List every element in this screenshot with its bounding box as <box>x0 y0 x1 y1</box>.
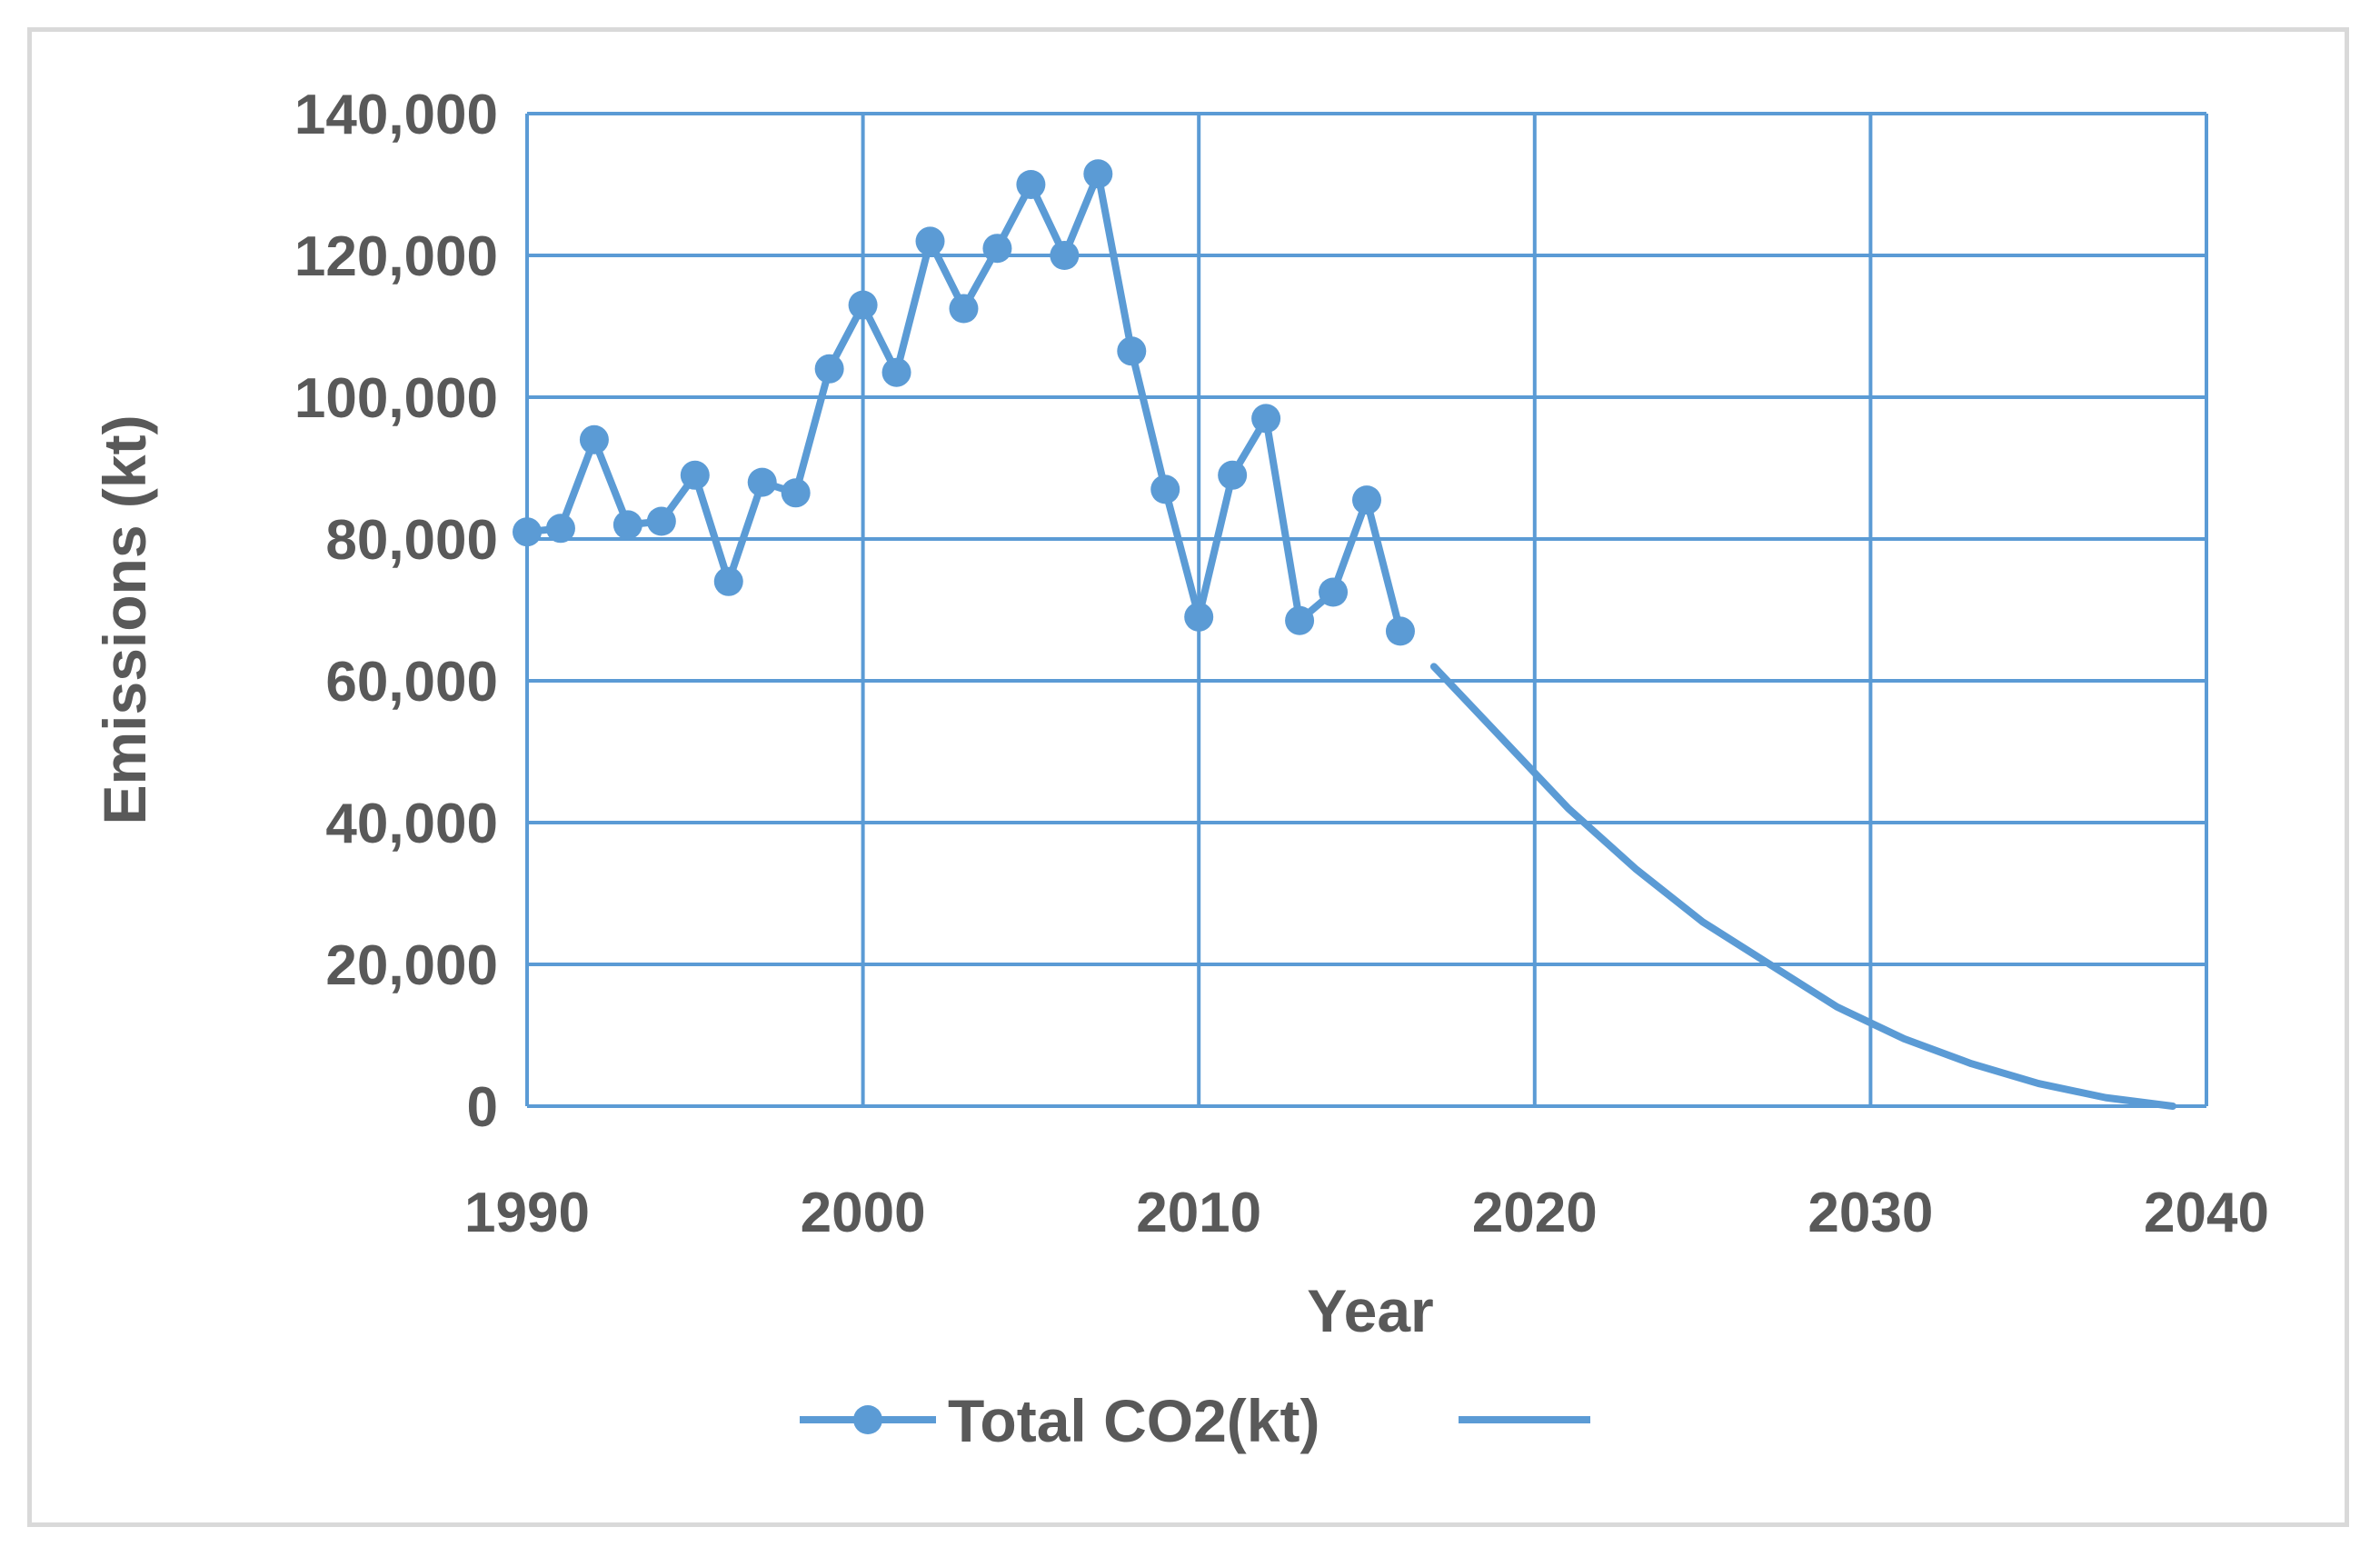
data-point <box>612 510 642 540</box>
y-axis-title: Emissions (kt) <box>91 414 158 824</box>
data-point <box>781 478 811 508</box>
legend: Total CO2(kt) <box>800 1387 1590 1454</box>
x-tick-label: 1990 <box>464 1182 590 1244</box>
data-point <box>1218 460 1248 490</box>
data-point <box>915 226 945 256</box>
y-tick-label: 40,000 <box>325 793 498 855</box>
y-tick-label: 60,000 <box>325 651 498 714</box>
y-tick-label: 100,000 <box>294 367 498 430</box>
data-point <box>513 517 542 547</box>
y-tick-label: 0 <box>467 1076 498 1139</box>
x-tick-label: 2000 <box>801 1182 926 1244</box>
data-point <box>848 290 878 320</box>
x-axis-title: Year <box>1307 1277 1433 1344</box>
x-tick-label: 2010 <box>1136 1182 1261 1244</box>
y-tick-label: 80,000 <box>325 509 498 572</box>
data-point <box>1251 404 1281 434</box>
x-tick-labels: 1990 2000 2010 2020 2030 2040 <box>464 1182 2269 1244</box>
x-tick-label: 2030 <box>1807 1182 1933 1244</box>
x-tick-label: 2020 <box>1472 1182 1598 1244</box>
data-point <box>1083 159 1113 189</box>
data-point <box>1150 474 1180 504</box>
series-layer <box>513 159 2177 1110</box>
data-point <box>1352 485 1381 515</box>
y-tick-label: 20,000 <box>325 934 498 997</box>
data-point <box>713 566 743 596</box>
data-point <box>545 514 575 544</box>
data-point <box>1285 605 1315 635</box>
data-point <box>1117 336 1147 366</box>
data-point <box>646 506 676 536</box>
data-point <box>579 424 609 454</box>
data-point <box>1319 577 1349 607</box>
data-point <box>1050 241 1080 270</box>
y-tick-label: 140,000 <box>294 84 498 146</box>
data-point <box>1184 602 1214 632</box>
data-point <box>680 460 710 490</box>
data-point <box>1016 170 1046 199</box>
legend-label-total-co2: Total CO2(kt) <box>948 1387 1319 1454</box>
data-point <box>881 357 911 387</box>
grid-layer <box>525 112 2208 1108</box>
series-line-trend <box>1429 663 2177 1110</box>
chart-frame <box>27 27 2349 1527</box>
data-point <box>747 467 777 497</box>
data-point <box>1385 616 1415 646</box>
y-tick-labels: 0 20,000 40,000 60,000 80,000 100,000 120,000 1… <box>294 84 498 1139</box>
data-point <box>949 294 979 324</box>
x-tick-label: 2040 <box>2144 1182 2269 1244</box>
data-point <box>814 354 844 384</box>
legend-marker-total-co2 <box>853 1405 882 1434</box>
series-line-total-co2 <box>523 170 1404 635</box>
y-tick-label: 120,000 <box>294 225 498 288</box>
data-point <box>982 234 1012 264</box>
